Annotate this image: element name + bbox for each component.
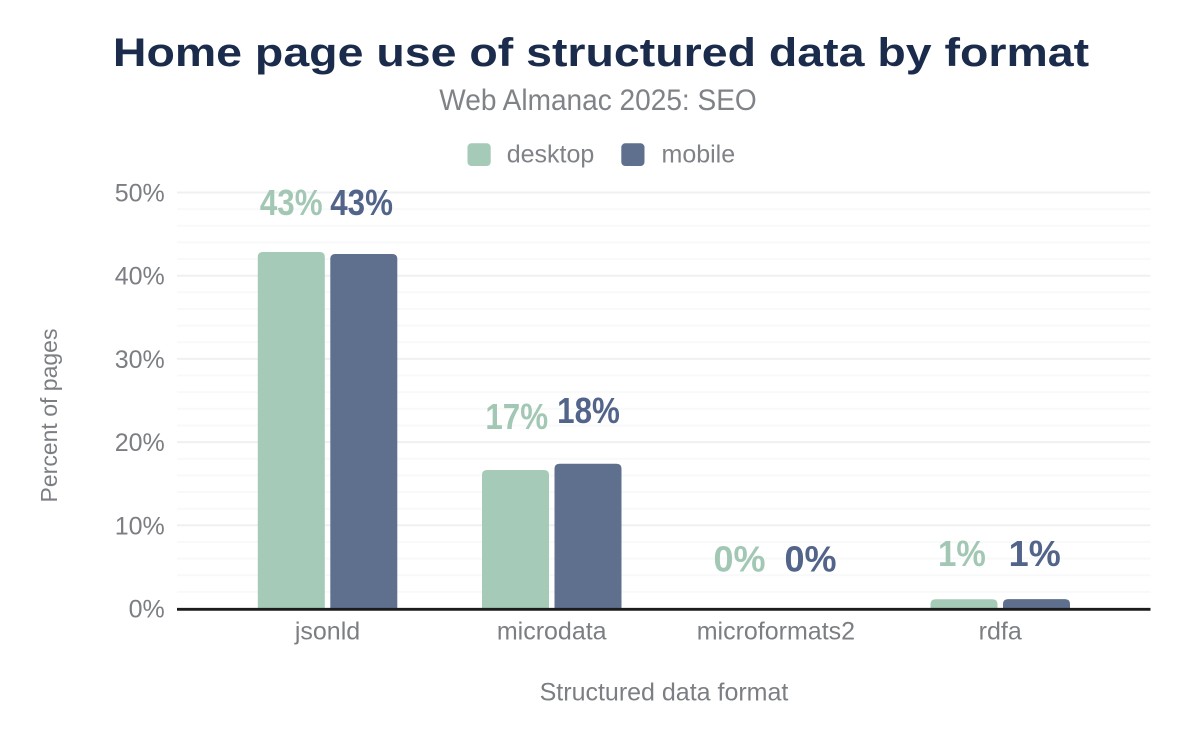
svg-text:Home page use of structured da: Home page use of structured data by form… — [113, 31, 1089, 75]
svg-text:30%: 30% — [115, 346, 165, 374]
svg-text:40%: 40% — [115, 263, 165, 291]
svg-text:1%: 1% — [938, 535, 986, 575]
svg-text:20%: 20% — [115, 429, 165, 457]
svg-text:0%: 0% — [784, 539, 836, 580]
svg-text:0%: 0% — [129, 596, 165, 624]
svg-text:1%: 1% — [1009, 533, 1061, 574]
svg-text:Structured data format: Structured data format — [540, 679, 789, 707]
svg-text:Percent of pages: Percent of pages — [36, 329, 62, 503]
svg-text:0%: 0% — [713, 539, 765, 580]
svg-text:jsonld: jsonld — [294, 618, 360, 646]
svg-text:43%: 43% — [260, 183, 323, 224]
svg-text:10%: 10% — [115, 512, 165, 540]
svg-text:mobile: mobile — [662, 141, 736, 169]
svg-text:17%: 17% — [485, 397, 548, 438]
svg-text:Web Almanac 2025: SEO: Web Almanac 2025: SEO — [439, 84, 756, 117]
svg-text:18%: 18% — [557, 391, 620, 432]
svg-text:43%: 43% — [330, 183, 393, 224]
svg-text:microdata: microdata — [497, 618, 607, 646]
svg-text:microformats2: microformats2 — [697, 618, 855, 646]
svg-text:rdfa: rdfa — [979, 618, 1022, 646]
svg-text:desktop: desktop — [507, 141, 595, 169]
svg-text:50%: 50% — [115, 180, 165, 208]
